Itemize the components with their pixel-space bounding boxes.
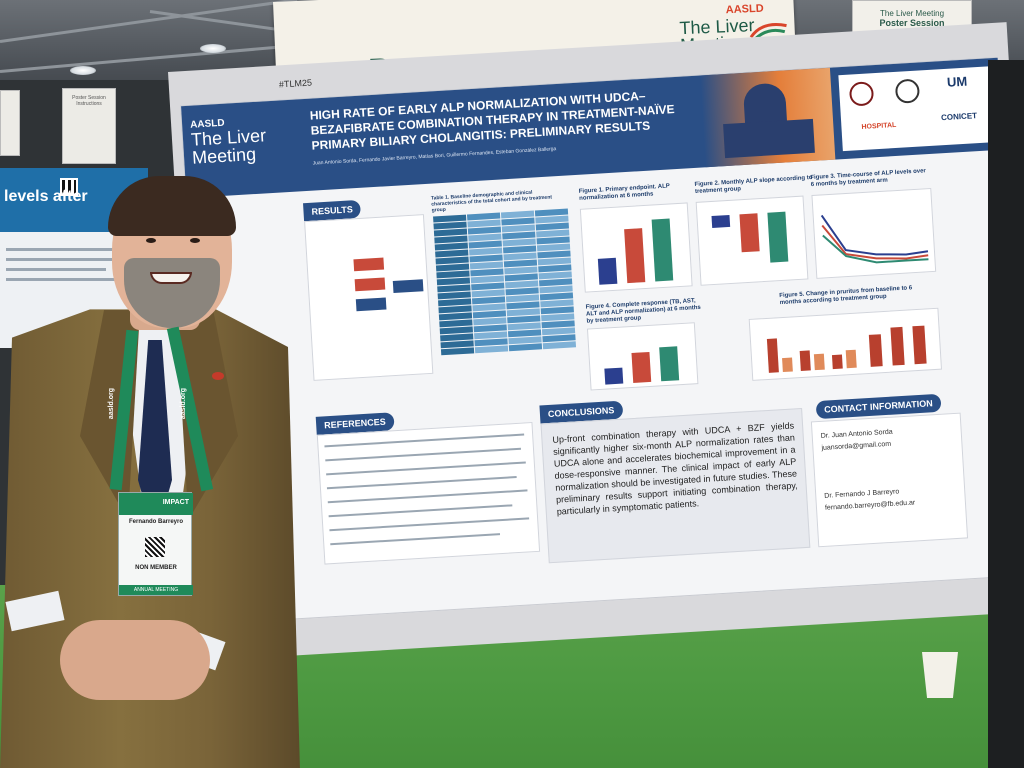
text-line [329,517,530,532]
poster-board: #TLM25 AASLD The Liver Meeting HIGH RATE… [168,22,1024,661]
lanyard-text: aasld.org [108,387,116,420]
wall-note [0,90,20,156]
aasld-logo-line2: Meeting [191,143,257,168]
capitol-dome-icon [742,82,788,125]
eye-icon [146,238,156,243]
hospital-logo: HOSPITAL [861,121,897,131]
wall-note-text: Poster Session Instructions [72,95,106,107]
figure-1-bar [597,257,618,285]
flow-box [355,297,387,312]
text-line [326,476,517,490]
ceiling-light [200,44,226,53]
badge-event: IMPACT [162,499,189,506]
badge-type: NON MEMBER [135,565,177,571]
figure-2-chart [695,195,809,286]
person-hands [60,620,210,700]
hospital-seal-icon [848,81,875,107]
ceiling-light [70,66,96,75]
paper-cup [922,652,958,698]
text-line [327,489,528,504]
figure-1-caption: Figure 1. Primary endpoint. ALP normaliz… [578,183,670,202]
banner-org: AASLD [725,2,764,17]
um-logo: UM [946,73,968,90]
badge-name: Fernando Barreyro [128,519,183,525]
figure-5-bar [868,334,883,367]
instructions-sign-title: The Liver Meeting [879,9,945,18]
person-hair [108,176,236,236]
figure-3-chart [811,187,937,279]
text-line [6,278,122,281]
badge-footer: ANNUAL MEETING [119,585,193,595]
person-smile [150,272,192,284]
booth-post [988,60,1024,768]
lapel-pin-icon [212,372,224,380]
text-line [328,504,513,518]
figure-5-bar [782,357,793,373]
text-line [330,533,501,546]
figure-3-caption: Figure 3. Time-course of ALP levels over… [810,168,927,189]
capitol-base-icon [723,118,815,159]
flow-box [353,257,385,272]
conclusions-text: Up-front combination therapy with UDCA +… [552,420,798,517]
text-line [6,248,116,251]
figure-2-bar [767,211,789,263]
institution-logos: UM CONICET HOSPITAL [838,66,993,152]
name-badge: IMPACT Fernando Barreyro NON MEMBER ANNU… [118,492,193,596]
badge-footer-text: ANNUAL MEETING [133,587,179,593]
lanyard-text: aasld.org [180,387,188,420]
figure-4-bar [659,346,680,382]
neighbor-poster-heading: levels after [4,188,88,205]
eye-icon [190,238,200,243]
study-design-panel [304,214,434,381]
figure-5-chart [748,307,943,381]
contact-1-email: juansorda@gmail.com [821,440,892,452]
figure-4-bar [604,367,624,385]
figure-5-bar [912,325,927,365]
conclusions-panel: Up-front combination therapy with UDCA +… [540,407,811,564]
conicet-logo: CONICET [940,111,978,123]
aasld-logo: AASLD The Liver Meeting [190,114,293,180]
university-seal-icon [894,78,921,104]
figure-5-bar [799,350,811,371]
text-line [6,268,106,271]
figure-5-bar [813,353,825,371]
research-poster: AASLD The Liver Meeting HIGH RATE OF EAR… [179,56,1024,625]
figure-5-bar [845,349,857,369]
badge-header: IMPACT [119,493,193,515]
baseline-table [432,208,577,370]
flow-box [354,277,386,292]
text-line [6,258,126,261]
references-panel [316,422,541,565]
ceiling-truss [0,0,298,43]
figure-4-caption: Figure 4. Complete response (TB, AST, AL… [585,298,702,325]
figure-2-bar [711,214,731,228]
figure-2-caption: Figure 2. Monthly ALP slope according to… [694,174,813,195]
figure-4-bar [631,351,652,383]
text-line [325,447,522,462]
figure-5-bar [890,326,905,366]
figure-4-chart [586,322,699,391]
flow-box [392,279,424,294]
figure-3-lines [820,214,929,264]
text-line [324,433,525,448]
qr-code-icon [145,537,165,557]
wall-note: Poster Session Instructions [62,88,116,164]
figure-5-bar [831,354,843,370]
hashtag: #TLM25 [278,77,313,90]
qr-code-icon [60,178,78,196]
figure-1-chart [579,202,693,293]
figure-5-caption: Figure 5. Change in pruritus from baseli… [779,285,913,307]
figure-1-bar [624,228,646,284]
figure-1-bar [651,218,674,282]
text-line [326,461,526,476]
contact-panel: Dr. Juan Antonio Sorda juansorda@gmail.c… [810,412,969,548]
capitol-image [700,67,836,168]
figure-5-bar [766,338,779,373]
figure-2-bar [739,213,760,253]
